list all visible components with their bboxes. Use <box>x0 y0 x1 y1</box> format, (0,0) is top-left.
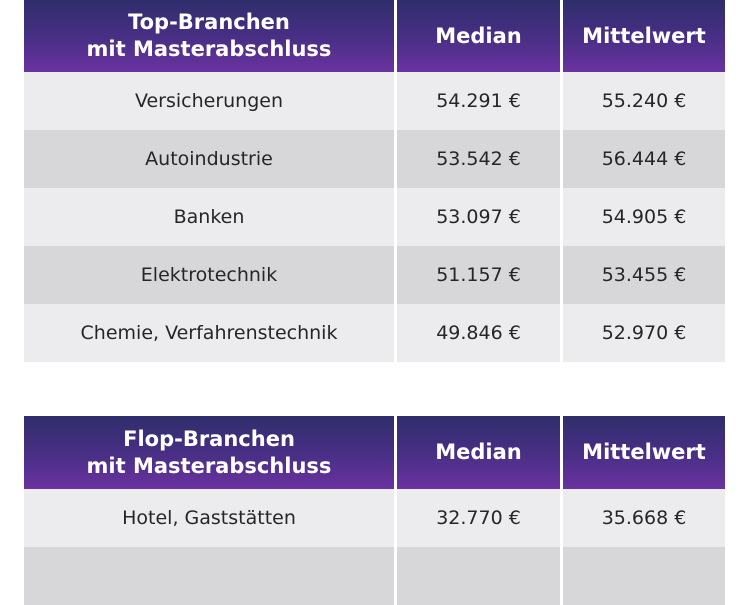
median-cell <box>394 547 560 605</box>
flop-table-mean-header: Mittelwert <box>560 416 725 489</box>
flop-table-title-line2: mit Masterabschluss <box>86 453 332 478</box>
mean-cell: 52.970 € <box>560 304 725 362</box>
median-cell: 49.846 € <box>394 304 560 362</box>
flop-table-median-header: Median <box>394 416 560 489</box>
flop-table-title-line1: Flop-Branchen <box>123 426 295 451</box>
top-table-mean-header: Mittelwert <box>560 0 725 72</box>
table-row: Versicherungen 54.291 € 55.240 € <box>24 72 725 130</box>
branch-cell: Hotel, Gaststätten <box>24 489 394 547</box>
branch-cell <box>24 547 394 605</box>
median-cell: 53.542 € <box>394 130 560 188</box>
mean-cell: 56.444 € <box>560 130 725 188</box>
top-table-title: Top-Branchen mit Masterabschluss <box>24 0 394 72</box>
mean-cell: 53.455 € <box>560 246 725 304</box>
branch-cell: Banken <box>24 188 394 246</box>
branch-cell: Autoindustrie <box>24 130 394 188</box>
mean-cell: 55.240 € <box>560 72 725 130</box>
flop-table-header: Flop-Branchen mit Masterabschluss Median… <box>24 416 725 489</box>
branch-cell: Versicherungen <box>24 72 394 130</box>
median-cell: 51.157 € <box>394 246 560 304</box>
flop-table-title: Flop-Branchen mit Masterabschluss <box>24 416 394 489</box>
flop-branches-table: Flop-Branchen mit Masterabschluss Median… <box>24 416 725 605</box>
table-row-partial <box>24 547 725 605</box>
table-row: Autoindustrie 53.542 € 56.444 € <box>24 130 725 188</box>
top-table-title-line2: mit Masterabschluss <box>86 37 332 61</box>
mean-cell <box>560 547 725 605</box>
branch-cell: Elektrotechnik <box>24 246 394 304</box>
table-row: Chemie, Verfahrenstechnik 49.846 € 52.97… <box>24 304 725 362</box>
median-cell: 53.097 € <box>394 188 560 246</box>
top-table-median-header: Median <box>394 0 560 72</box>
median-cell: 32.770 € <box>394 489 560 547</box>
top-table-title-line1: Top-Branchen <box>128 10 290 34</box>
table-row: Hotel, Gaststätten 32.770 € 35.668 € <box>24 489 725 547</box>
table-row: Elektrotechnik 51.157 € 53.455 € <box>24 246 725 304</box>
branch-cell: Chemie, Verfahrenstechnik <box>24 304 394 362</box>
table-row: Banken 53.097 € 54.905 € <box>24 188 725 246</box>
mean-cell: 54.905 € <box>560 188 725 246</box>
median-cell: 54.291 € <box>394 72 560 130</box>
mean-cell: 35.668 € <box>560 489 725 547</box>
top-branches-table: Top-Branchen mit Masterabschluss Median … <box>24 0 725 362</box>
top-table-header: Top-Branchen mit Masterabschluss Median … <box>24 0 725 72</box>
